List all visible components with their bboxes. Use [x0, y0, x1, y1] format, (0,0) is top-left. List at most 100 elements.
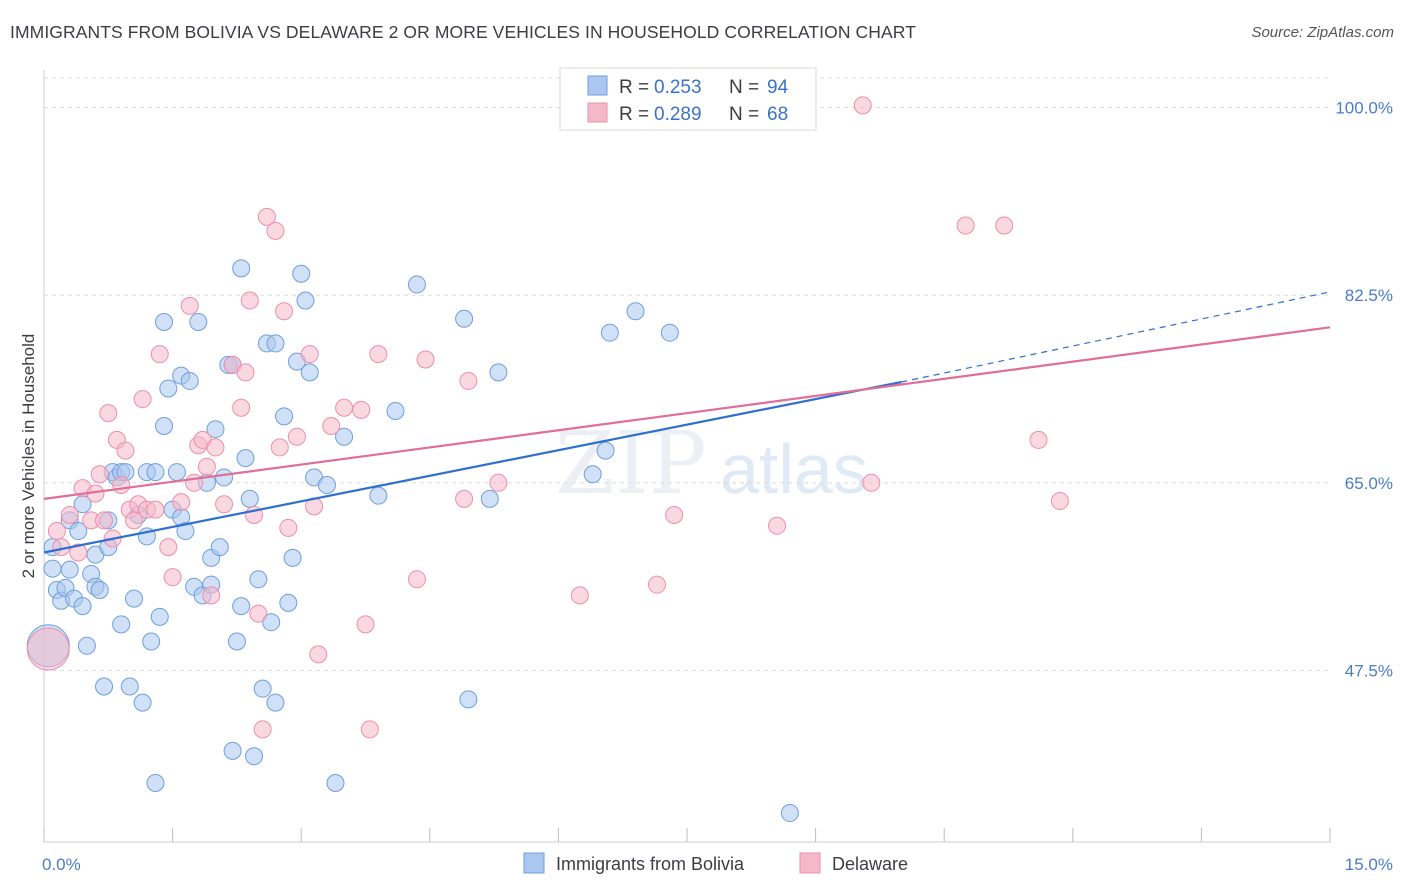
bolivia-point-80 — [386, 401, 405, 420]
bolivia-point-43 — [180, 371, 199, 390]
delaware-point-31 — [206, 438, 225, 457]
x-tick-labels: 0.0% 15.0% — [42, 855, 1393, 874]
delaware-point-64 — [853, 96, 872, 115]
bolivia-point-87 — [596, 441, 615, 460]
delaware-point-21 — [150, 345, 169, 364]
bolivia-point-39 — [167, 463, 186, 482]
bolivia-point-83 — [459, 690, 478, 709]
legend-r-label-0: R = — [619, 77, 649, 98]
bolivia-point-81 — [407, 275, 426, 294]
bottom-legend-swatch-delaware — [799, 852, 821, 874]
trend-line-bolivia — [43, 380, 902, 554]
delaware-point-34 — [232, 398, 251, 417]
bolivia-point-35 — [155, 416, 174, 435]
trend-line-bolivia-extension — [901, 291, 1331, 383]
legend-r-value-0: 0.253 — [654, 77, 702, 98]
y-tick-label-1: 65.0% — [1345, 474, 1393, 493]
delaware-point-67 — [995, 216, 1014, 235]
delaware-point-41 — [266, 221, 285, 240]
bolivia-point-31 — [142, 632, 161, 651]
bolivia-point-50 — [206, 420, 225, 439]
delaware-point-36 — [240, 291, 259, 310]
bolivia-point-16 — [90, 581, 109, 600]
bolivia-point-84 — [480, 489, 499, 508]
delaware-point-66 — [956, 216, 975, 235]
delaware-point-39 — [253, 720, 272, 739]
correlation-legend: R = 0.253 N = 94 R = 0.289 N = 68 — [559, 67, 817, 131]
delaware-point-59 — [489, 473, 508, 492]
delaware-point-56 — [416, 350, 435, 369]
bolivia-point-63 — [253, 679, 272, 698]
watermark: ZIP atlas — [555, 414, 868, 514]
delaware-point-45 — [287, 427, 306, 446]
source-label: Source: ZipAtlas.com — [1251, 24, 1394, 41]
bolivia-point-67 — [266, 693, 285, 712]
legend-n-value-0: 94 — [767, 77, 789, 98]
bolivia-point-66 — [266, 334, 285, 353]
delaware-point-54 — [369, 345, 388, 364]
legend-n-label-0: N = — [729, 77, 759, 98]
y-tick-labels: 47.5% 65.0% 82.5% 100.0% — [1335, 99, 1393, 681]
legend-n-value-1: 68 — [767, 104, 788, 125]
bolivia-point-90 — [660, 323, 679, 342]
series-bolivia-points — [26, 259, 799, 823]
bolivia-point-9 — [69, 522, 88, 541]
bolivia-point-73 — [296, 291, 315, 310]
y-tick-label-0: 47.5% — [1345, 661, 1393, 680]
delaware-point-35 — [236, 363, 255, 382]
chart-title: IMMIGRANTS FROM BOLIVIA VS DELAWARE 2 OR… — [10, 22, 917, 42]
bolivia-point-6 — [60, 560, 79, 579]
delaware-point-1 — [47, 522, 66, 541]
bolivia-point-77 — [326, 774, 345, 793]
delaware-point-49 — [322, 416, 341, 435]
delaware-point-20 — [146, 500, 165, 519]
delaware-point-58 — [459, 371, 478, 390]
bolivia-point-56 — [227, 632, 246, 651]
delaware-point-69 — [1050, 492, 1069, 511]
bottom-legend-swatch-bolivia — [523, 852, 545, 874]
y-tick-label-3: 100.0% — [1335, 99, 1393, 118]
bolivia-point-42 — [176, 522, 195, 541]
bolivia-point-68 — [275, 407, 294, 426]
delaware-point-25 — [180, 296, 199, 315]
delaware-point-24 — [172, 493, 191, 512]
x-tick-label-1: 15.0% — [1345, 855, 1393, 874]
delaware-point-3 — [60, 505, 79, 524]
delaware-point-38 — [249, 604, 268, 623]
bolivia-point-88 — [600, 323, 619, 342]
bolivia-point-58 — [232, 597, 251, 616]
bolivia-point-61 — [245, 747, 264, 766]
delaware-point-0 — [26, 627, 70, 671]
delaware-point-42 — [270, 438, 289, 457]
bolivia-point-86 — [583, 465, 602, 484]
bolivia-point-79 — [369, 486, 388, 505]
bolivia-point-12 — [77, 636, 96, 655]
bolivia-point-89 — [626, 302, 645, 321]
bottom-legend-label-bolivia: Immigrants from Bolivia — [556, 854, 745, 874]
delaware-point-46 — [300, 345, 319, 364]
bolivia-point-32 — [146, 463, 165, 482]
legend-r-value-1: 0.289 — [654, 104, 702, 125]
bolivia-point-33 — [150, 607, 169, 626]
x-tick-marks — [43, 828, 1331, 842]
legend-n-label-1: N = — [729, 104, 759, 125]
legend-swatch-blue — [587, 75, 608, 96]
bolivia-point-26 — [125, 589, 144, 608]
delaware-point-9 — [95, 511, 114, 530]
trend-lines — [43, 291, 1331, 554]
delaware-point-61 — [647, 575, 666, 594]
delaware-point-8 — [90, 465, 109, 484]
bolivia-point-91 — [780, 804, 799, 823]
bolivia-point-60 — [240, 489, 259, 508]
delaware-point-18 — [133, 390, 152, 409]
delaware-point-14 — [116, 441, 135, 460]
bolivia-point-51 — [210, 538, 229, 557]
bolivia-point-74 — [300, 363, 319, 382]
delaware-point-23 — [163, 568, 182, 587]
bolivia-point-22 — [112, 615, 131, 634]
bolivia-point-55 — [223, 741, 242, 760]
delaware-point-52 — [356, 615, 375, 634]
legend-r-label-1: R = — [619, 104, 649, 125]
delaware-point-57 — [455, 489, 474, 508]
